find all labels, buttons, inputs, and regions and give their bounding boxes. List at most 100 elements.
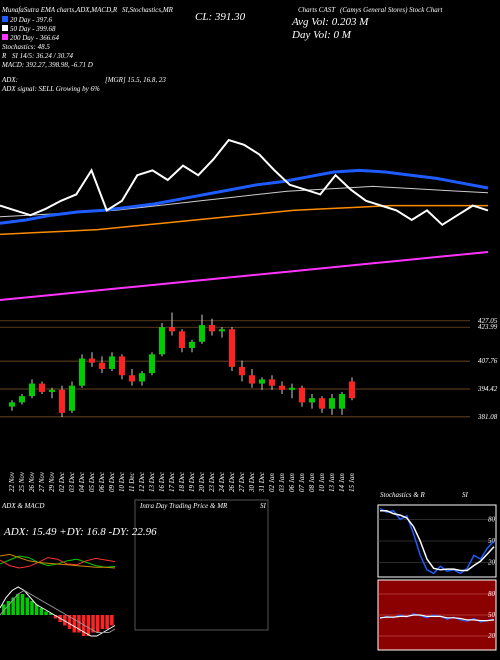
macd-bar xyxy=(39,608,44,615)
stat: Stochastics: 48.5 xyxy=(2,43,50,51)
legend-swatch xyxy=(2,25,8,31)
stoch-title-2: SI xyxy=(462,491,469,499)
macd-bar xyxy=(2,604,6,615)
candle-body xyxy=(9,402,15,407)
ma-line xyxy=(0,204,488,236)
date-label: 06 Dec xyxy=(98,471,106,492)
rsi-tick: 80 xyxy=(488,590,496,598)
date-label: 07 Jan xyxy=(298,473,306,492)
candle-body xyxy=(169,327,175,332)
date-label: 12 Dec xyxy=(138,471,146,492)
candle-body xyxy=(319,398,325,409)
candle-body xyxy=(209,325,215,332)
date-label: 31 Dec xyxy=(258,471,266,493)
rsi-line xyxy=(379,612,495,623)
price-label: 423.99 xyxy=(478,323,498,331)
stat: MACD: 392.27, 398.98, -6.71 D xyxy=(1,61,93,69)
date-label: 10 Jan xyxy=(318,473,326,492)
date-label: 29 Nov xyxy=(48,471,56,492)
ma-line xyxy=(0,251,489,301)
date-label: 23 Dec xyxy=(208,471,216,492)
candle-body xyxy=(59,389,65,413)
macd-bar xyxy=(100,615,105,629)
candle-body xyxy=(99,362,105,369)
date-label: 27 Nov xyxy=(38,471,46,492)
candle-body xyxy=(269,379,275,386)
candle-body xyxy=(69,385,75,411)
date-label: 04 Dec xyxy=(78,471,86,492)
date-label: 15 Jan xyxy=(348,473,356,492)
date-label: 26 Nov xyxy=(28,471,36,492)
candle-body xyxy=(49,389,55,392)
price-label: 427.05 xyxy=(478,317,498,325)
candle-body xyxy=(349,381,355,399)
legend-label: 50 Day - 399.68 xyxy=(10,25,56,33)
date-label: 11 Dec xyxy=(128,472,136,492)
macd-bar xyxy=(105,615,109,629)
close-price: CL: 391.30 xyxy=(195,11,246,23)
candle-body xyxy=(259,379,265,384)
macd-bar xyxy=(67,615,72,629)
date-label: 03 Jan xyxy=(278,473,286,492)
price-label: 407.76 xyxy=(478,357,498,365)
macd-bar xyxy=(96,615,100,633)
stat: ADX signal: SELL Growing by 6% xyxy=(1,85,100,93)
date-strip xyxy=(0,440,500,495)
stoch-tick: 80 xyxy=(488,515,496,523)
macd-line xyxy=(0,586,116,637)
intraday-title-2: SI xyxy=(260,502,267,510)
date-label: 26 Dec xyxy=(228,471,236,492)
stat: R xyxy=(1,52,7,60)
legend-label: 200 Day - 366.64 xyxy=(10,34,59,42)
candle-body xyxy=(179,331,185,349)
rsi-tick: 20 xyxy=(488,632,496,640)
date-label: 18 Dec xyxy=(178,471,186,492)
legend-swatch xyxy=(2,16,8,22)
date-label: 06 Jan xyxy=(288,473,296,492)
candle-body xyxy=(109,356,115,369)
candle-body xyxy=(329,398,335,409)
date-label: 02 Jan xyxy=(268,473,276,492)
candle-body xyxy=(239,366,245,376)
stoch-tick: 50 xyxy=(488,537,496,545)
macd-bar xyxy=(49,613,53,615)
header-mid: SI,Stochastics,MR xyxy=(122,6,174,14)
date-label: 10 Dec xyxy=(118,471,126,492)
macd-bar xyxy=(81,615,86,636)
stoch-line xyxy=(380,510,495,572)
candle-body xyxy=(309,398,315,403)
candle-body xyxy=(119,356,125,376)
date-label: 13 Dec xyxy=(148,471,156,492)
macd-bar xyxy=(63,615,67,626)
adx-line xyxy=(0,557,116,569)
rsi-line xyxy=(379,614,495,622)
date-label: 16 Dec xyxy=(158,471,166,492)
intraday-box xyxy=(134,499,269,631)
date-label: 14 Jan xyxy=(338,473,346,492)
stat: ADX: xyxy=(1,76,18,84)
macd-bar xyxy=(53,615,58,619)
macd-bar xyxy=(72,615,76,633)
intraday-title: Intra Day Trading Price & MR xyxy=(139,502,228,510)
candle-body xyxy=(289,387,295,390)
date-label: 17 Dec xyxy=(168,471,176,492)
candle-body xyxy=(19,396,25,403)
candle-body xyxy=(199,325,205,342)
macd-bar xyxy=(6,601,11,615)
candle-body xyxy=(219,329,225,332)
candle-body xyxy=(149,354,155,374)
ma-line xyxy=(0,168,489,225)
stat: [MGR] 15.5, 16.8, 23 xyxy=(105,76,166,84)
candle-body xyxy=(299,387,305,403)
candle-body xyxy=(249,375,255,384)
macd-bar xyxy=(30,601,34,615)
stat: SI 14/5: 36.24 / 30.74 xyxy=(12,52,74,60)
date-label: 20 Dec xyxy=(198,471,206,492)
price-label: 381.08 xyxy=(477,413,498,421)
date-label: 08 Jan xyxy=(308,473,316,492)
date-label: 19 Dec xyxy=(188,471,196,492)
adx-line xyxy=(0,553,116,569)
date-label: 02 Dec xyxy=(58,471,66,492)
candle-body xyxy=(189,341,195,349)
